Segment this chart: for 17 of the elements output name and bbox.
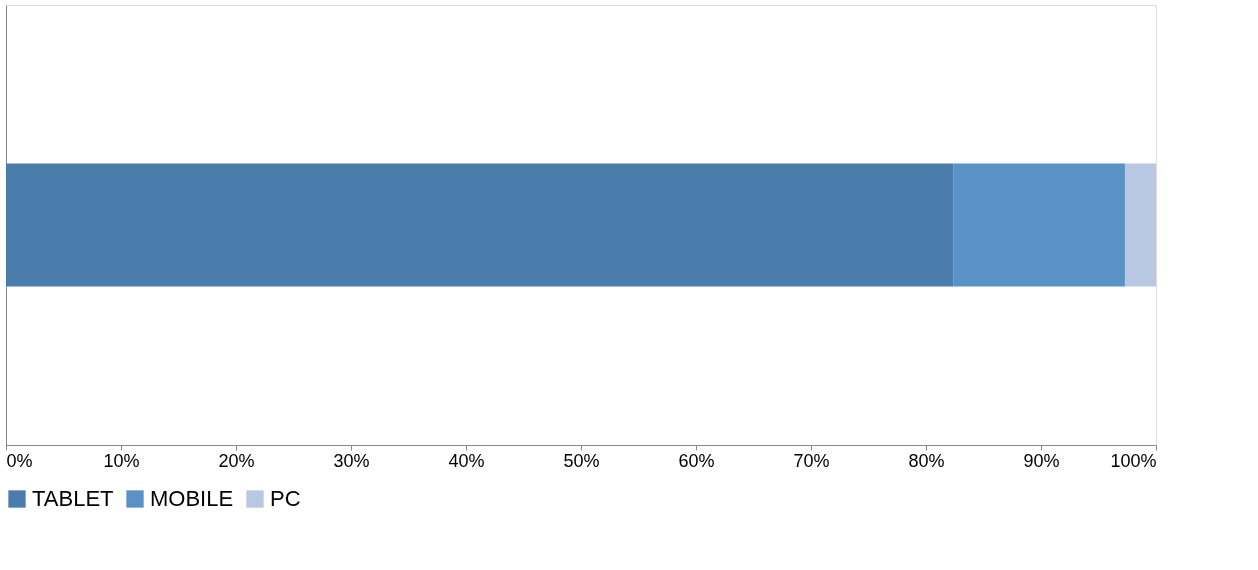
x-tick-label: 80% (908, 450, 945, 471)
x-tick-label: 0% (6, 450, 33, 471)
legend-label: TABLET (32, 486, 114, 511)
x-tick-label: 100% (1110, 450, 1157, 471)
bar (1124, 163, 1156, 287)
x-tick-label: 90% (1023, 450, 1060, 471)
bar (953, 163, 1125, 287)
bar (6, 163, 954, 287)
legend-label: PC (270, 486, 301, 511)
x-tick-label: 30% (333, 450, 370, 471)
x-tick-label: 40% (448, 450, 485, 471)
x-tick-label: 50% (563, 450, 600, 471)
x-tick-label: 20% (218, 450, 255, 471)
legend-label: MOBILE (150, 486, 234, 511)
x-tick-label: 60% (678, 450, 715, 471)
x-tick-label: 70% (793, 450, 830, 471)
x-tick-label: 10% (103, 450, 140, 471)
